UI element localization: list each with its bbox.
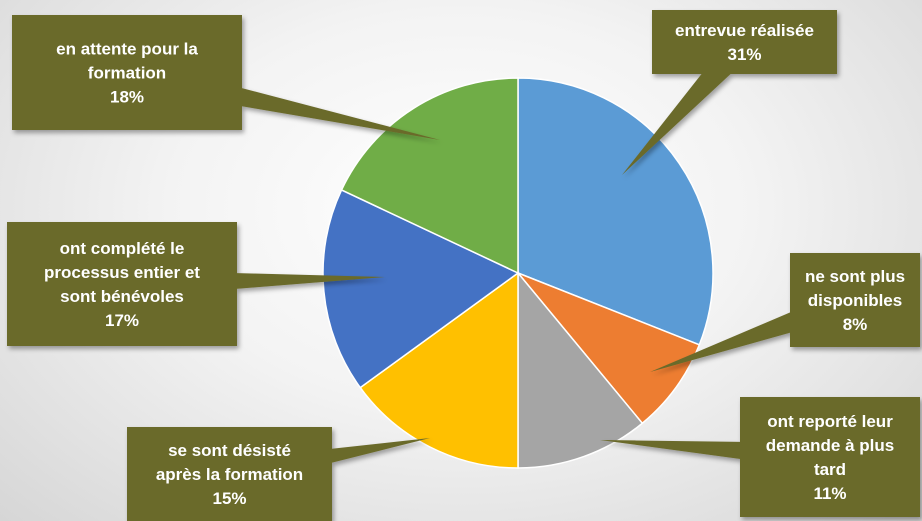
callout-box bbox=[127, 427, 332, 521]
pie-slice-4[interactable] bbox=[359, 271, 519, 469]
callout-4 bbox=[127, 427, 430, 521]
data-label-category: formation bbox=[88, 64, 166, 83]
data-label-percent: 15% bbox=[212, 489, 246, 508]
callout-box bbox=[740, 397, 920, 517]
data-label-category: se sont désisté bbox=[168, 441, 291, 460]
pie-slices bbox=[322, 77, 714, 469]
data-label-percent: 31% bbox=[727, 45, 761, 64]
data-label-category: en attente pour la bbox=[56, 40, 198, 59]
data-label-callouts: entrevue réalisée 31% ne sont plus disponib… bbox=[7, 10, 920, 521]
data-label-category: ne sont plus bbox=[805, 267, 905, 286]
callout-2 bbox=[650, 253, 920, 372]
data-label-percent: 11% bbox=[813, 484, 846, 503]
data-label-category: disponibles bbox=[808, 291, 902, 310]
data-label-category: sont bénévoles bbox=[60, 287, 184, 306]
callout-5 bbox=[7, 222, 385, 346]
data-label-category: après la formation bbox=[156, 465, 303, 484]
data-label-category: demande à plus bbox=[766, 436, 894, 455]
data-label-percent: 8% bbox=[843, 315, 868, 334]
pie-slice-1[interactable] bbox=[517, 77, 714, 346]
callout-box bbox=[790, 253, 920, 347]
pie-slice-3[interactable] bbox=[517, 270, 644, 469]
pie-slice-2[interactable] bbox=[517, 272, 701, 425]
callout-3 bbox=[600, 397, 920, 517]
data-label-category: tard bbox=[814, 460, 846, 479]
callout-box bbox=[7, 222, 237, 346]
data-label-category: ont complété le bbox=[60, 239, 185, 258]
data-label-percent: 17% bbox=[105, 311, 139, 330]
callout-1 bbox=[622, 10, 837, 175]
pie-slice-6[interactable] bbox=[340, 77, 519, 275]
callout-box bbox=[652, 10, 837, 74]
callout-6 bbox=[12, 15, 440, 140]
pie-slice-5[interactable] bbox=[322, 188, 520, 389]
data-label-category: entrevue réalisée bbox=[675, 21, 814, 40]
data-label-category: ont reporté leur bbox=[767, 412, 893, 431]
data-label-category: processus entier et bbox=[44, 263, 200, 282]
callout-box bbox=[12, 15, 242, 130]
data-label-percent: 18% bbox=[110, 88, 144, 107]
